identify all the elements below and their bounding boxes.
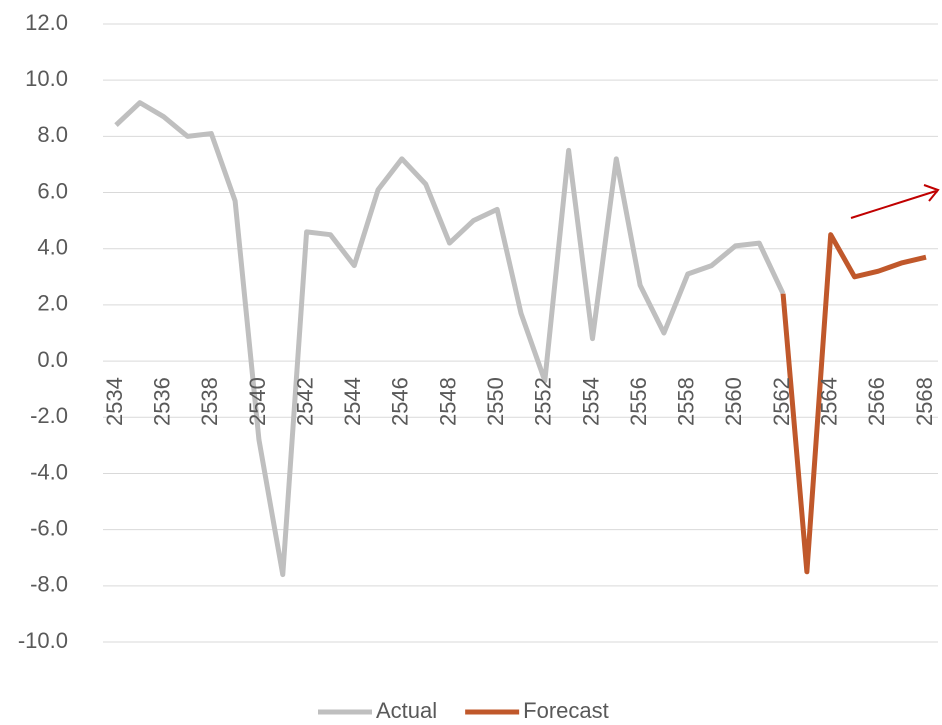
x-tick-label: 2558 xyxy=(674,377,699,426)
y-tick-label: 12.0 xyxy=(25,10,68,35)
y-tick-label: -6.0 xyxy=(30,515,68,540)
y-tick-label: 0.0 xyxy=(37,347,68,372)
x-tick-label: 2568 xyxy=(912,377,937,426)
y-tick-label: -4.0 xyxy=(30,459,68,484)
labels: -10.0 -8.0 -6.0 -4.0 -2.0 0.0 2.0 4.0 6.0 8.0 10.0… xyxy=(18,10,937,653)
x-tick-label: 2566 xyxy=(864,377,889,426)
x-tick-label: 2542 xyxy=(292,377,317,426)
x-tick-label: 2560 xyxy=(721,377,746,426)
legend-label: Forecast xyxy=(523,698,609,723)
x-tick-label: 2564 xyxy=(817,377,842,426)
arrow-head xyxy=(923,184,940,202)
y-tick-label: 10.0 xyxy=(25,66,68,91)
y-tick-label: -10.0 xyxy=(18,628,68,653)
y-tick-label: 2.0 xyxy=(37,291,68,316)
legend-label: Actual xyxy=(376,698,437,723)
grid xyxy=(103,23,938,643)
series-line xyxy=(114,100,786,578)
series-line xyxy=(780,232,927,575)
y-tick-label: 4.0 xyxy=(37,235,68,260)
y-tick-label: 8.0 xyxy=(37,122,68,147)
x-tick-label: 2562 xyxy=(769,377,794,426)
arrow xyxy=(850,190,937,219)
legend: Actual Forecast xyxy=(318,698,609,723)
y-tick-label: -8.0 xyxy=(30,572,68,597)
x-tick-label: 2546 xyxy=(388,377,413,426)
x-tick-label: 2556 xyxy=(626,377,651,426)
x-tick-label: 2536 xyxy=(149,377,174,426)
x-tick-label: 2544 xyxy=(340,377,365,426)
x-tick-label: 2552 xyxy=(531,377,556,426)
x-tick-label: 2548 xyxy=(435,377,460,426)
x-tick-label: 2534 xyxy=(102,377,127,426)
x-tick-label: 2554 xyxy=(578,377,603,426)
lines xyxy=(114,100,927,578)
y-tick-label: 6.0 xyxy=(37,178,68,203)
x-tick-label: 2550 xyxy=(483,377,508,426)
x-tick-label: 2538 xyxy=(197,377,222,426)
x-tick-label: 2540 xyxy=(245,377,270,426)
y-tick-label: -2.0 xyxy=(30,403,68,428)
